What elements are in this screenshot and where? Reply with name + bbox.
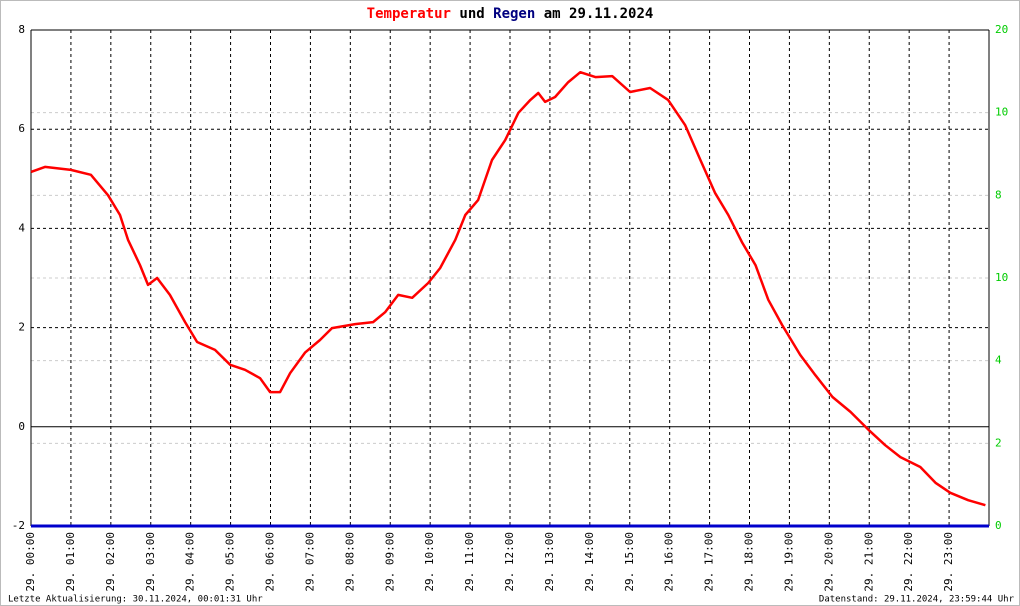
x-tick-label: 29. 05:00 bbox=[224, 532, 237, 592]
x-tick-label: 29. 11:00 bbox=[463, 532, 476, 592]
x-tick-label: 29. 15:00 bbox=[623, 532, 636, 592]
x-tick-label: 29. 22:00 bbox=[902, 532, 915, 592]
footer-right: Datenstand: 29.11.2024, 23:59:44 Uhr bbox=[819, 595, 1015, 605]
chart-title: Temperatur und Regen am 29.11.2024 bbox=[367, 6, 654, 22]
x-tick-label: 29. 09:00 bbox=[383, 532, 396, 592]
x-tick-label: 29. 13:00 bbox=[543, 532, 556, 592]
x-tick-label: 29. 16:00 bbox=[663, 532, 676, 592]
title-part: am 29.11.2024 bbox=[544, 6, 654, 22]
x-tick-label: 29. 19:00 bbox=[782, 532, 795, 592]
x-tick-label: 29. 07:00 bbox=[303, 532, 316, 592]
x-tick-label: 29. 00:00 bbox=[24, 532, 37, 592]
y2-tick-label: 4 bbox=[995, 354, 1002, 367]
footer-left: Letzte Aktualisierung: 30.11.2024, 00:01… bbox=[8, 595, 263, 605]
y2-tick-label: 10 bbox=[995, 106, 1008, 119]
y-tick-label: 2 bbox=[18, 321, 25, 334]
x-tick-label: 29. 04:00 bbox=[184, 532, 197, 592]
series-line bbox=[30, 70, 986, 507]
x-tick-label: 29. 02:00 bbox=[104, 532, 117, 592]
y2-tick-label: 8 bbox=[995, 188, 1002, 201]
y-tick-label: 4 bbox=[18, 221, 25, 234]
x-tick-label: 29. 18:00 bbox=[743, 532, 756, 592]
x-tick-label: 29. 01:00 bbox=[64, 532, 77, 592]
x-tick-label: 29. 06:00 bbox=[264, 532, 277, 592]
x-tick-label: 29. 08:00 bbox=[343, 532, 356, 592]
x-tick-label: 29. 03:00 bbox=[144, 532, 157, 592]
x-tick-label: 29. 23:00 bbox=[942, 532, 955, 592]
x-tick-label: 29. 21:00 bbox=[862, 532, 875, 592]
x-tick-label: 29. 14:00 bbox=[583, 532, 596, 592]
y-tick-label: 6 bbox=[18, 122, 25, 135]
y2-tick-label: 20 bbox=[995, 23, 1008, 36]
x-tick-label: 29. 10:00 bbox=[423, 532, 436, 592]
x-tick-label: 29. 20:00 bbox=[822, 532, 835, 592]
y-tick-label: 0 bbox=[18, 420, 25, 433]
y-tick-label: -2 bbox=[12, 519, 25, 532]
y2-tick-label: 10 bbox=[995, 271, 1008, 284]
title-part: Temperatur bbox=[367, 6, 451, 22]
y2-tick-label: 2 bbox=[995, 436, 1002, 449]
title-part: Regen bbox=[493, 6, 535, 22]
y2-tick-label: 0 bbox=[995, 519, 1002, 532]
title-part: und bbox=[459, 6, 484, 22]
y-tick-label: 8 bbox=[18, 23, 25, 36]
x-tick-label: 29. 17:00 bbox=[703, 532, 716, 592]
x-tick-label: 29. 12:00 bbox=[503, 532, 516, 592]
